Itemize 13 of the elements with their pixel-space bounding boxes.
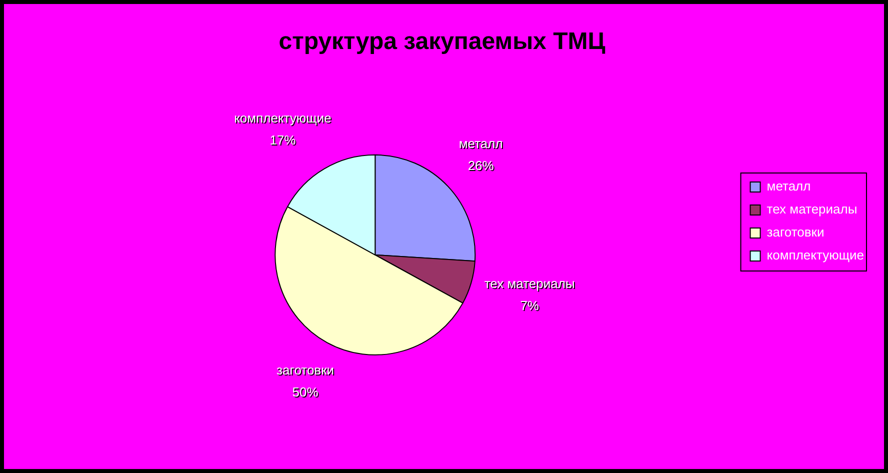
slice-label: заготовки xyxy=(276,362,334,378)
data-label: 50% xyxy=(293,386,320,401)
legend-label: металл xyxy=(766,178,811,194)
data-label: 7% xyxy=(520,298,540,313)
legend-label: комплектующие xyxy=(766,248,864,263)
data-label: 17% xyxy=(270,134,298,149)
data-label: 26% xyxy=(468,159,496,174)
slice-label: тех материалы xyxy=(484,276,575,291)
legend-label: тех материалы xyxy=(766,202,858,217)
legend-label: заготовки xyxy=(766,224,824,240)
chart-title: структура закупаемых ТМЦ xyxy=(278,28,606,56)
slice-label: металл xyxy=(458,136,503,152)
slice-label: комплектующие xyxy=(234,110,332,126)
